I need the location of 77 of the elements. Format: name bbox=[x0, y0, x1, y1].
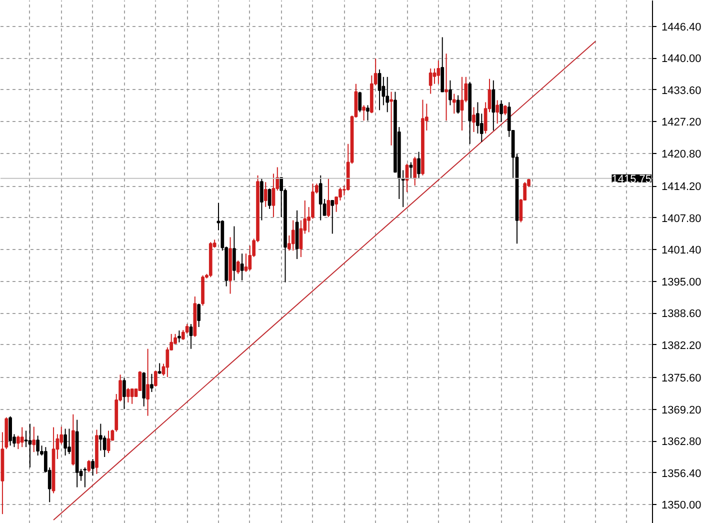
candlestick bbox=[448, 80, 452, 106]
y-tick-label: 1420.80 bbox=[662, 148, 702, 160]
candlestick bbox=[260, 178, 264, 221]
candlestick bbox=[106, 430, 110, 454]
candlestick bbox=[436, 60, 440, 84]
y-tick-label: 1388.60 bbox=[662, 308, 702, 320]
candlestick bbox=[240, 253, 244, 281]
candlestick bbox=[362, 104, 366, 122]
y-tick-label: 1427.20 bbox=[662, 116, 702, 129]
candlestick bbox=[496, 100, 500, 124]
candlestick bbox=[318, 174, 322, 221]
y-tick-label: 1375.60 bbox=[662, 372, 702, 385]
candlestick bbox=[382, 76, 386, 106]
y-tick-label: 1446.40 bbox=[662, 21, 702, 34]
candlestick bbox=[390, 91, 393, 146]
candlestick bbox=[268, 188, 272, 210]
candlestick bbox=[272, 173, 276, 218]
y-tick-label: 1401.40 bbox=[662, 244, 702, 257]
candlestick bbox=[91, 458, 94, 476]
y-tick-label: 1440.00 bbox=[662, 53, 702, 66]
candlestick bbox=[150, 373, 154, 393]
candlestick bbox=[452, 93, 456, 114]
candlestick bbox=[158, 362, 162, 374]
candlestick bbox=[330, 200, 334, 234]
candlestick bbox=[28, 423, 32, 468]
candlestick bbox=[500, 100, 503, 123]
candlestick bbox=[197, 303, 201, 328]
candlestick bbox=[480, 113, 484, 142]
candlestick bbox=[189, 324, 193, 350]
ref-line-label: 1415.75 bbox=[612, 173, 652, 186]
candlestick bbox=[36, 435, 40, 456]
candlestick bbox=[232, 226, 236, 281]
candlestick bbox=[68, 428, 71, 455]
candlestick bbox=[417, 151, 420, 180]
candlestick bbox=[146, 348, 150, 416]
candlestick bbox=[460, 76, 464, 132]
candlestick bbox=[326, 178, 330, 218]
candlestick bbox=[386, 76, 390, 113]
candlestick bbox=[428, 68, 432, 94]
y-tick-label: 1369.20 bbox=[662, 404, 702, 416]
y-tick-label: 1382.20 bbox=[662, 340, 702, 352]
candlestick bbox=[20, 426, 24, 448]
candlestick bbox=[178, 330, 181, 343]
candlestick bbox=[358, 91, 362, 113]
y-tick-label: 1433.60 bbox=[662, 84, 702, 97]
candlestick bbox=[504, 104, 507, 116]
candlestick bbox=[102, 435, 106, 458]
y-tick-label: 1395.00 bbox=[662, 276, 702, 288]
candlestick bbox=[83, 466, 87, 488]
candlestick bbox=[378, 68, 382, 111]
candlestick bbox=[432, 68, 436, 84]
candlestick bbox=[366, 104, 370, 122]
candlestick bbox=[338, 187, 342, 201]
y-tick-label: 1407.80 bbox=[662, 212, 702, 225]
candlestick bbox=[24, 430, 28, 448]
y-tick-label: 1356.40 bbox=[662, 468, 702, 480]
candlestick bbox=[8, 416, 12, 446]
candlestick bbox=[64, 428, 67, 456]
candlestick bbox=[291, 220, 295, 252]
candlestick bbox=[264, 182, 268, 208]
candlestick bbox=[32, 426, 36, 453]
candlestick bbox=[472, 106, 476, 132]
y-tick-label: 1362.80 bbox=[662, 436, 702, 448]
candlestick bbox=[244, 253, 248, 272]
candlestick bbox=[492, 80, 496, 132]
candlestick bbox=[444, 53, 448, 122]
candlestick bbox=[236, 260, 240, 274]
candlestick bbox=[130, 388, 134, 404]
candlestick bbox=[409, 162, 413, 180]
y-tick-label: 1350.00 bbox=[662, 500, 702, 512]
candlestick bbox=[413, 156, 417, 186]
y-tick-label: 1414.20 bbox=[662, 181, 702, 194]
candlestick bbox=[154, 370, 158, 388]
candlestick bbox=[87, 459, 91, 473]
candlestick bbox=[126, 388, 130, 403]
candlestick bbox=[122, 378, 126, 410]
candlestick bbox=[456, 94, 460, 114]
